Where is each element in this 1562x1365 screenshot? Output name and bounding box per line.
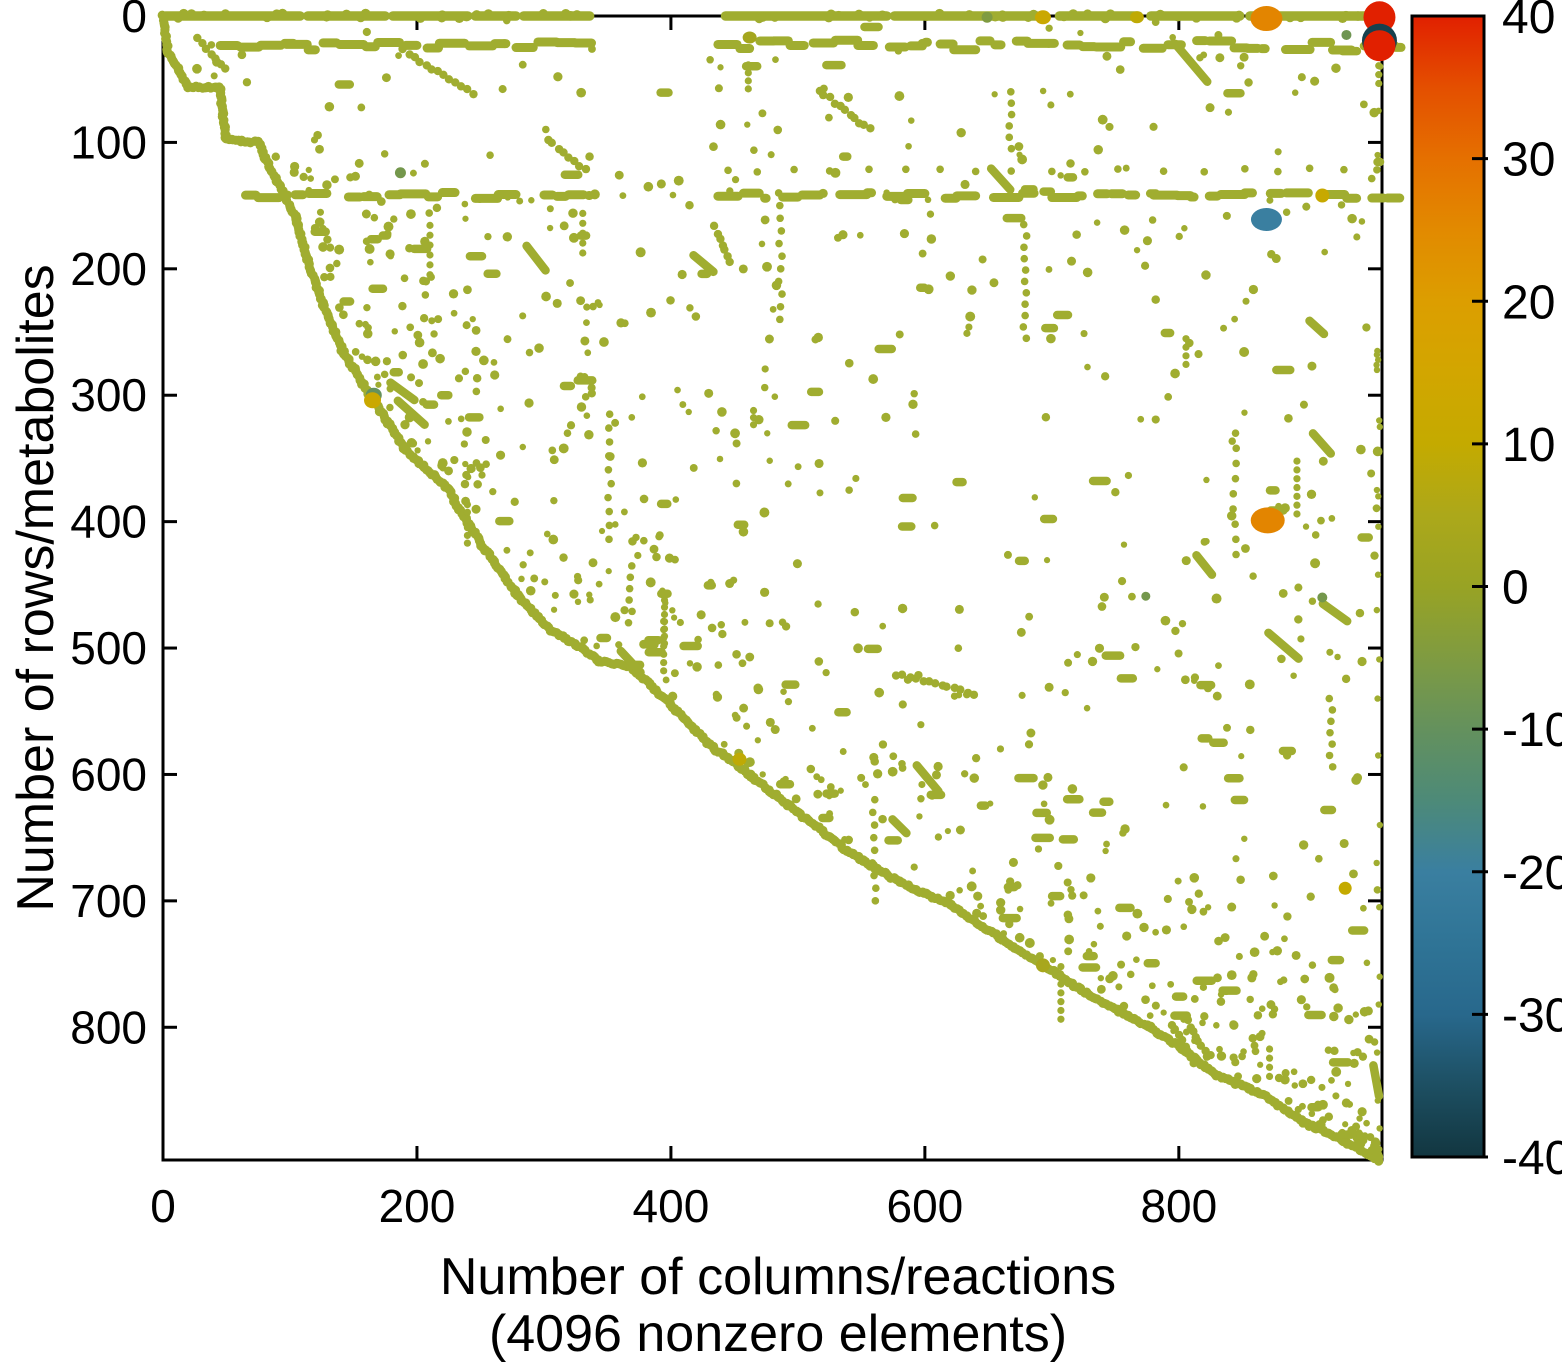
- special-marker: [1317, 592, 1328, 603]
- y-tick-label: 600: [70, 748, 147, 800]
- y-tick-label: 200: [70, 243, 147, 295]
- colorbar-tick-label: -10: [1502, 704, 1562, 757]
- special-marker: [1034, 10, 1051, 25]
- special-marker: [732, 752, 747, 766]
- special-marker: [1129, 11, 1144, 24]
- special-marker: [1341, 29, 1352, 40]
- colorbar-tick-label: 10: [1502, 419, 1555, 472]
- y-tick-label: 800: [70, 1001, 147, 1053]
- y-tick-label: 400: [70, 496, 147, 548]
- y-tick-label: 500: [70, 622, 147, 674]
- x-tick-label: 200: [379, 1180, 456, 1232]
- special-marker: [1035, 958, 1050, 973]
- special-marker: [1315, 188, 1330, 203]
- scatter-points: [157, 8, 1406, 1166]
- y-tick-label: 700: [70, 875, 147, 927]
- colorbar-tick-label: 30: [1502, 134, 1555, 187]
- colorbar-tick-label: 40: [1502, 0, 1555, 44]
- colorbar-tick-label: -20: [1502, 847, 1562, 900]
- x-axis-subtitle: (4096 nonzero elements): [488, 1305, 1068, 1363]
- special-marker: [1141, 591, 1151, 601]
- special-marker: [1250, 208, 1282, 232]
- y-tick-label: 0: [121, 0, 147, 42]
- special-marker: [1338, 881, 1352, 895]
- special-marker: [364, 392, 382, 409]
- plot-border: [161, 14, 1384, 1162]
- x-tick-label: 400: [633, 1180, 710, 1232]
- special-marker: [1250, 507, 1285, 534]
- colorbar-tick-label: 20: [1502, 276, 1555, 329]
- special-marker: [742, 31, 757, 44]
- special-marker: [981, 11, 993, 23]
- colorbar-tick-label: -40: [1502, 1132, 1562, 1185]
- special-markers: [364, 1, 1397, 973]
- special-marker: [1363, 1, 1396, 34]
- y-tick-label: 300: [70, 369, 147, 421]
- x-tick-label: 0: [150, 1180, 176, 1232]
- colorbar-tick-label: 0: [1502, 562, 1529, 615]
- x-tick-label: 800: [1140, 1180, 1217, 1232]
- special-marker: [394, 167, 406, 179]
- y-axis-title: Number of rows/metabolites: [7, 264, 65, 912]
- x-tick-label: 600: [887, 1180, 964, 1232]
- special-marker: [1363, 30, 1396, 62]
- colorbar-tick-label: -30: [1502, 989, 1562, 1042]
- y-tick-label: 100: [70, 116, 147, 168]
- special-marker: [1250, 6, 1283, 32]
- x-axis-title: Number of columns/reactions: [439, 1248, 1117, 1306]
